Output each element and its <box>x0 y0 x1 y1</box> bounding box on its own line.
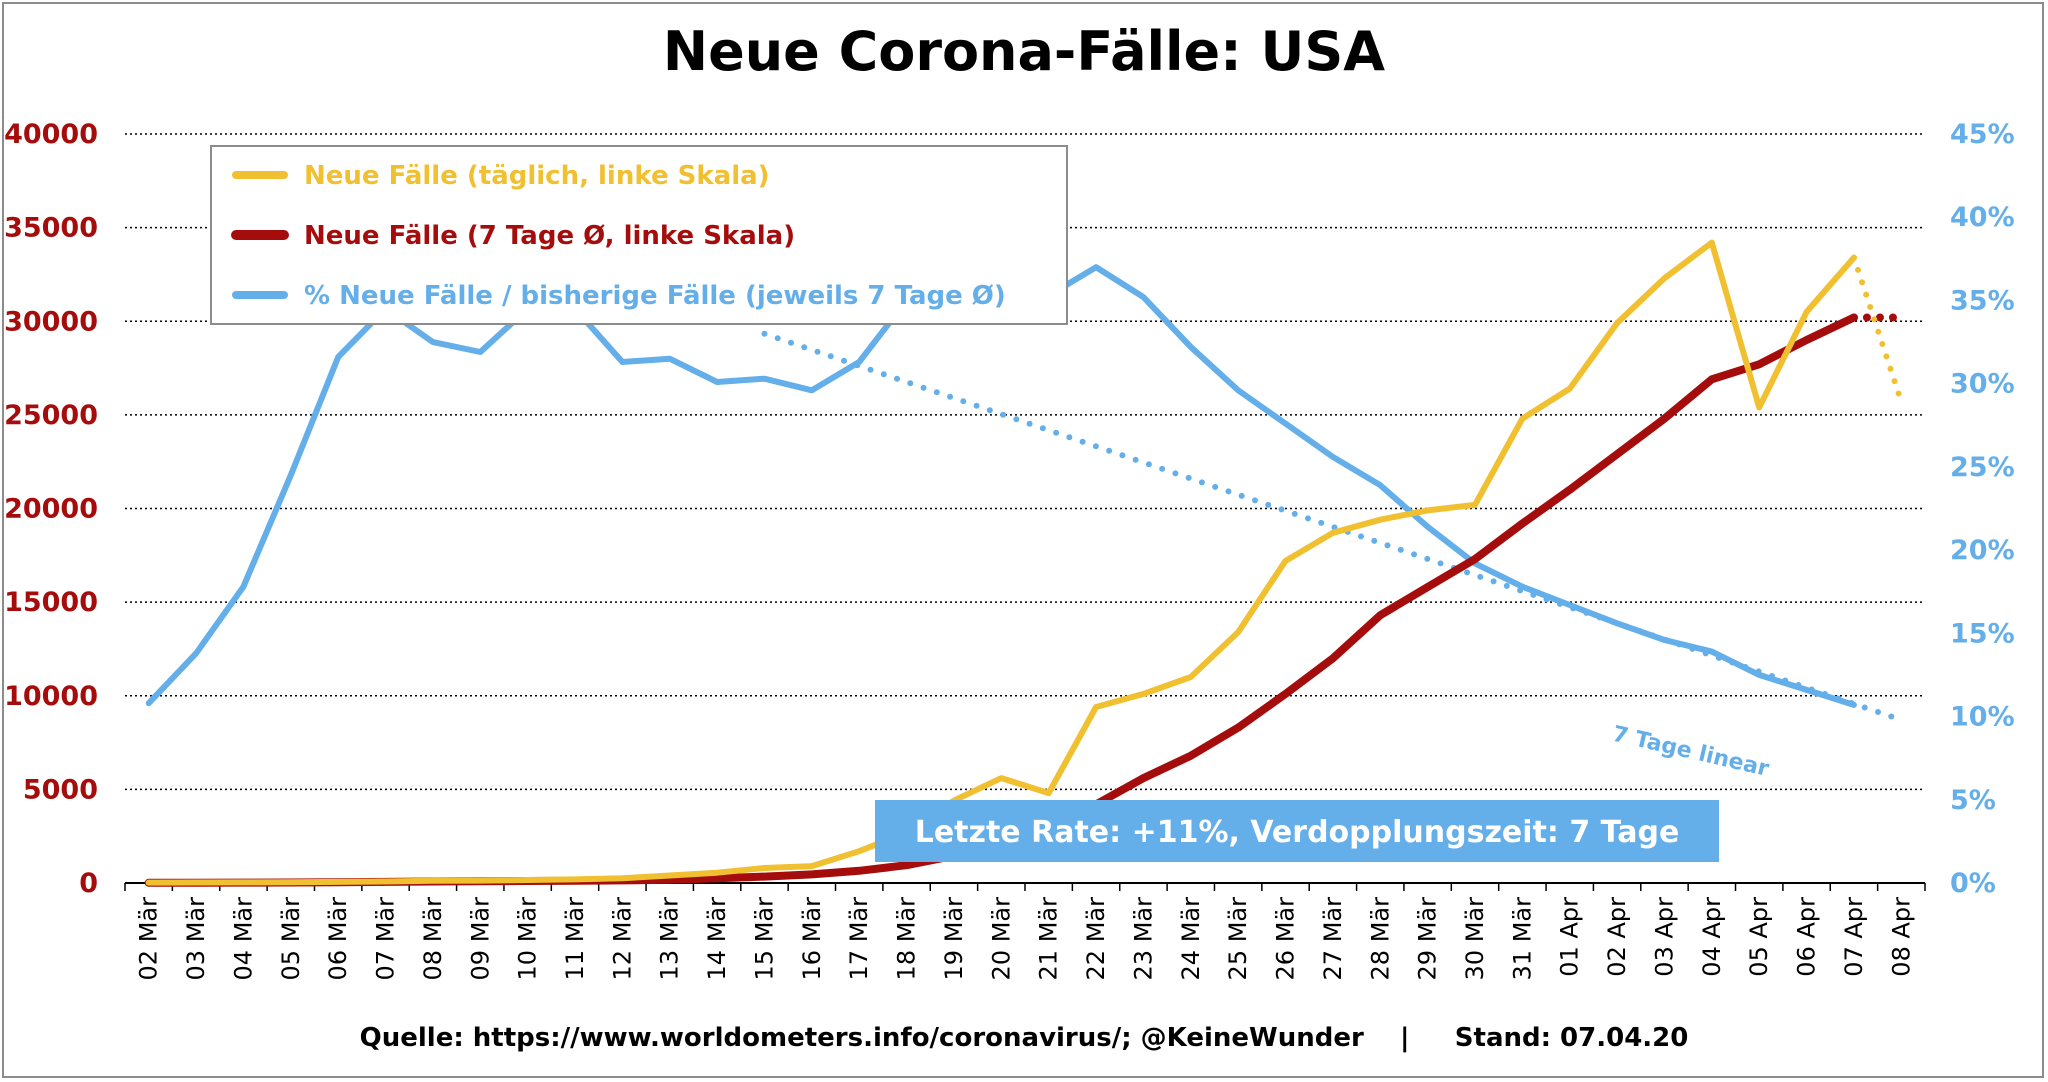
x-tick-label: 25 Mär <box>1224 897 1252 981</box>
left-tick-label: 10000 <box>4 681 98 712</box>
x-tick-label: 09 Mär <box>466 897 494 981</box>
left-tick-label: 30000 <box>4 306 98 337</box>
x-tick-label: 28 Mär <box>1366 897 1394 981</box>
legend-label-percent: % Neue Fälle / bisherige Fälle (jeweils … <box>304 281 1006 311</box>
series-layer <box>144 239 1906 887</box>
rate-box-background <box>875 800 1719 862</box>
x-tick-label: 15 Mär <box>750 897 778 981</box>
series-trend-line <box>761 330 1905 723</box>
rate-box: Letzte Rate: +11%, Verdopplungszeit: 7 T… <box>875 800 1719 862</box>
source-line: Quelle: https://www.worldometers.info/co… <box>360 1023 1689 1053</box>
right-tick-label: 40% <box>1950 202 2015 233</box>
x-tick-label: 03 Mär <box>182 897 210 981</box>
x-tick-label: 02 Mär <box>135 897 163 981</box>
x-tick-label: 12 Mär <box>608 897 636 981</box>
x-tick-label: 04 Mär <box>229 897 257 981</box>
right-tick-label: 35% <box>1950 285 2015 316</box>
rate-box-text: Letzte Rate: +11%, Verdopplungszeit: 7 T… <box>915 815 1680 850</box>
x-tick-label: 21 Mär <box>1035 897 1063 981</box>
legend: Neue Fälle (täglich, linke Skala) Neue F… <box>210 145 1068 325</box>
x-tick-label: 20 Mär <box>987 897 1015 981</box>
right-tick-label: 25% <box>1950 452 2015 483</box>
x-tick-label: 06 Apr <box>1793 897 1821 977</box>
right-tick-label: 15% <box>1950 618 2015 649</box>
x-tick-label: 24 Mär <box>1177 897 1205 981</box>
x-tick-label: 03 Apr <box>1650 897 1678 977</box>
x-tick-label: 31 Mär <box>1508 897 1536 981</box>
left-tick-label: 15000 <box>4 587 98 618</box>
x-tick-label: 22 Mär <box>1082 897 1110 981</box>
series-projection <box>1850 254 1905 405</box>
right-tick-label: 10% <box>1950 702 2015 733</box>
x-tick-label: 07 Apr <box>1840 897 1868 977</box>
x-tick-label: 17 Mär <box>845 897 873 981</box>
x-tick-label: 26 Mär <box>1272 897 1300 981</box>
x-tick-label: 07 Mär <box>372 897 400 981</box>
x-tick-label: 05 Mär <box>277 897 305 981</box>
legend-label-avg: Neue Fälle (7 Tage Ø, linke Skala) <box>304 221 795 251</box>
x-tick-label: 19 Mär <box>940 897 968 981</box>
left-tick-label: 0 <box>79 868 98 899</box>
right-tick-label: 45% <box>1950 119 2015 150</box>
trend-annotation: 7 Tage linear <box>1610 722 1771 782</box>
right-tick-label: 30% <box>1950 369 2015 400</box>
x-tick-label: 04 Apr <box>1698 897 1726 977</box>
x-tick-label: 10 Mär <box>514 897 542 981</box>
x-tick-label: 16 Mär <box>798 897 826 981</box>
chart-title: Neue Corona-Fälle: USA <box>663 20 1385 83</box>
x-tick-label: 29 Mär <box>1414 897 1442 981</box>
x-tick-label: 23 Mär <box>1129 897 1157 981</box>
x-tick-label: 06 Mär <box>324 897 352 981</box>
right-tick-label: 20% <box>1950 535 2015 566</box>
right-tick-label: 5% <box>1950 785 1996 816</box>
left-tick-label: 20000 <box>4 494 98 525</box>
x-tick-label: 18 Mär <box>893 897 921 981</box>
x-tick-label: 01 Apr <box>1556 897 1584 977</box>
left-axis-ticks: 0 5000 10000 15000 20000 25000 30000 35000 40000 <box>4 119 98 899</box>
x-tick-label: 13 Mär <box>656 897 684 981</box>
series-line <box>145 264 1857 708</box>
x-axis-ticks: 02 Mär 03 Mär 04 Mär 05 Mär 06 Mär 07 Mär 08 M… <box>124 883 1926 981</box>
series-line <box>145 239 1857 886</box>
left-tick-label: 40000 <box>4 119 98 150</box>
x-tick-label: 14 Mär <box>703 897 731 981</box>
x-tick-label: 27 Mär <box>1319 897 1347 981</box>
x-tick-label: 08 Apr <box>1887 897 1915 977</box>
right-tick-label: 0% <box>1950 868 1996 899</box>
left-tick-label: 35000 <box>4 213 98 244</box>
left-tick-label: 25000 <box>4 400 98 431</box>
legend-label-daily: Neue Fälle (täglich, linke Skala) <box>304 161 770 191</box>
legend-box <box>210 145 1068 325</box>
x-tick-label: 11 Mär <box>561 897 589 981</box>
x-tick-label: 02 Apr <box>1603 897 1631 977</box>
x-tick-label: 08 Mär <box>419 897 447 981</box>
left-tick-label: 5000 <box>23 774 98 805</box>
gridlines <box>125 133 1925 791</box>
x-tick-label: 30 Mär <box>1461 897 1489 981</box>
x-tick-label: 05 Apr <box>1745 897 1773 977</box>
right-axis-ticks: 0% 5% 10% 15% 20% 25% 30% 35% 40% 45% <box>1950 119 2015 899</box>
series-line <box>144 313 1858 887</box>
